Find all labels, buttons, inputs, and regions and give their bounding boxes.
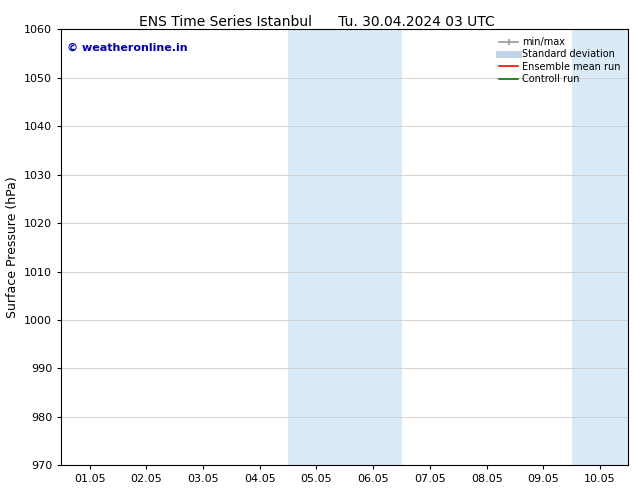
- Text: ENS Time Series Istanbul      Tu. 30.04.2024 03 UTC: ENS Time Series Istanbul Tu. 30.04.2024 …: [139, 15, 495, 29]
- Bar: [572, 29, 628, 465]
- Bar: [288, 29, 401, 465]
- Y-axis label: Surface Pressure (hPa): Surface Pressure (hPa): [6, 176, 18, 318]
- Text: © weatheronline.in: © weatheronline.in: [67, 42, 188, 52]
- Legend: min/max, Standard deviation, Ensemble mean run, Controll run: min/max, Standard deviation, Ensemble me…: [496, 34, 624, 87]
